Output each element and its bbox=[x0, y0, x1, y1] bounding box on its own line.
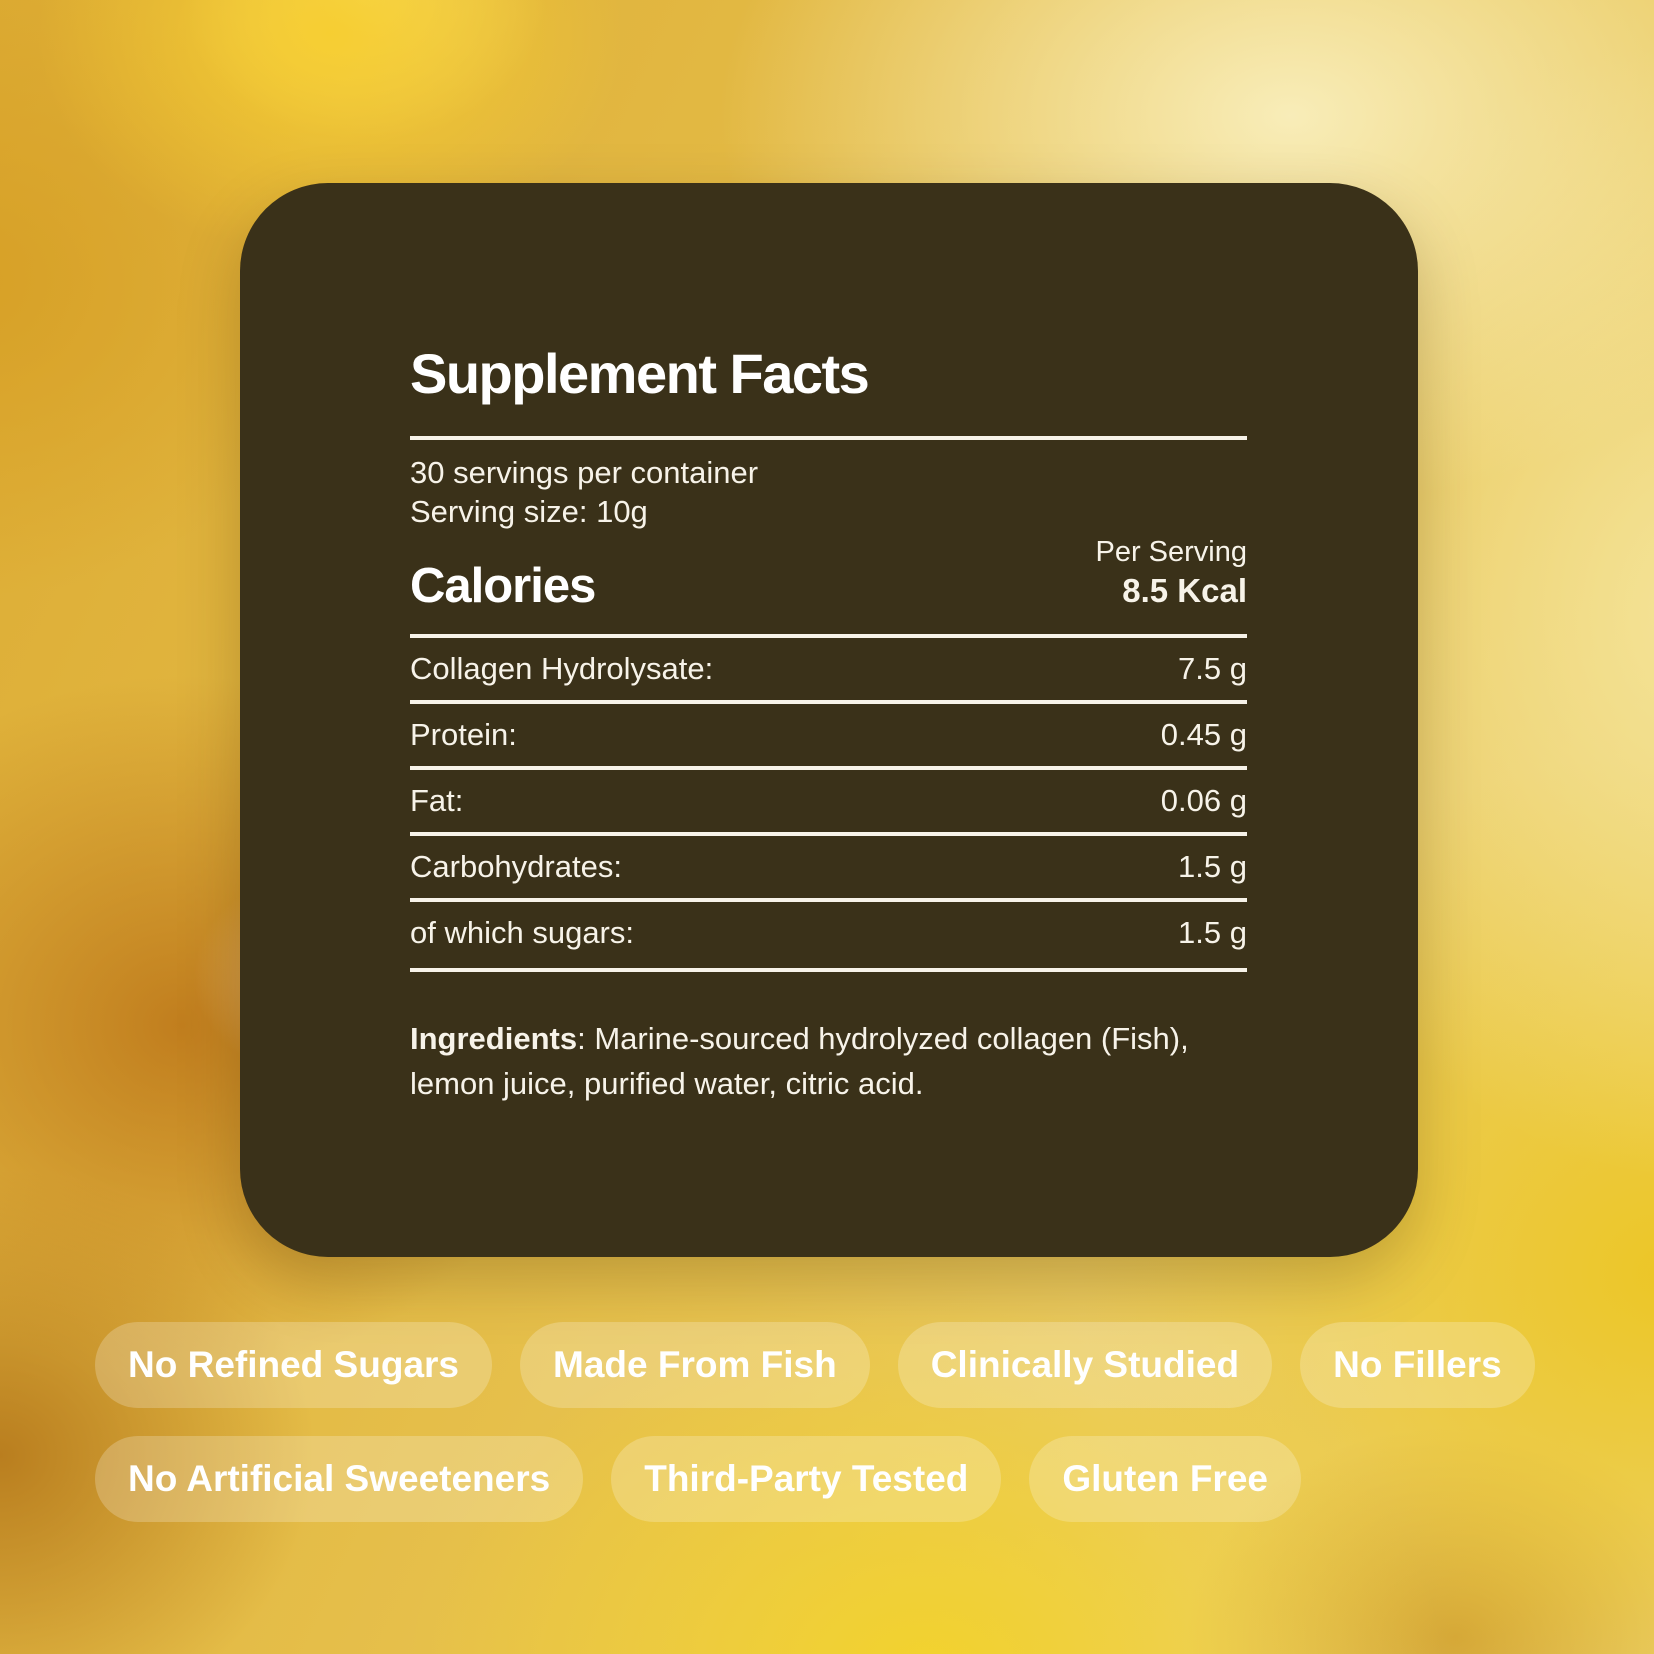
nutrition-table: Collagen Hydrolysate: 7.5 g Protein: 0.4… bbox=[410, 634, 1247, 972]
nutrient-value: 1.5 g bbox=[1178, 849, 1247, 884]
per-serving-label: Per Serving bbox=[1095, 536, 1247, 568]
calories-label: Calories bbox=[410, 559, 596, 613]
badge-no-artificial-sweeteners: No Artificial Sweeteners bbox=[95, 1436, 584, 1522]
title-divider bbox=[410, 436, 1247, 440]
nutrient-label: of which sugars: bbox=[410, 915, 634, 950]
ingredients-text: : Marine-sourced hydrolyzed collagen (Fi… bbox=[410, 1021, 1189, 1101]
feature-badges: No Refined Sugars Made From Fish Clinica… bbox=[95, 1322, 1595, 1522]
badge-no-refined-sugars: No Refined Sugars bbox=[95, 1322, 492, 1408]
table-row: Fat: 0.06 g bbox=[410, 770, 1247, 836]
badge-made-from-fish: Made From Fish bbox=[520, 1322, 870, 1408]
nutrient-value: 7.5 g bbox=[1178, 651, 1247, 686]
nutrient-label: Protein: bbox=[410, 717, 517, 752]
nutrient-label: Fat: bbox=[410, 783, 464, 818]
calories-value: 8.5 Kcal bbox=[1122, 572, 1247, 609]
badge-row-1: No Refined Sugars Made From Fish Clinica… bbox=[95, 1322, 1595, 1408]
nutrient-value: 0.06 g bbox=[1160, 783, 1247, 818]
badge-gluten-free: Gluten Free bbox=[1029, 1436, 1301, 1522]
table-row: Collagen Hydrolysate: 7.5 g bbox=[410, 638, 1247, 704]
nutrient-value: 0.45 g bbox=[1160, 717, 1247, 752]
panel-title: Supplement Facts bbox=[410, 342, 870, 405]
badge-third-party-tested: Third-Party Tested bbox=[611, 1436, 1002, 1522]
calories-row: Calories Per Serving 8.5 Kcal bbox=[410, 535, 1247, 612]
supplement-facts-panel: Supplement Facts 30 servings per contain… bbox=[240, 183, 1418, 1257]
badge-no-fillers: No Fillers bbox=[1300, 1322, 1535, 1408]
table-row: Carbohydrates: 1.5 g bbox=[410, 836, 1247, 902]
serving-size: Serving size: 10g bbox=[410, 494, 648, 529]
nutrient-label: Carbohydrates: bbox=[410, 849, 622, 884]
nutrient-label: Collagen Hydrolysate: bbox=[410, 651, 714, 686]
table-row: Protein: 0.45 g bbox=[410, 704, 1247, 770]
badge-row-2: No Artificial Sweeteners Third-Party Tes… bbox=[95, 1436, 1595, 1522]
badge-clinically-studied: Clinically Studied bbox=[897, 1322, 1273, 1408]
ingredients-paragraph: Ingredients: Marine-sourced hydrolyzed c… bbox=[410, 1016, 1247, 1106]
ingredients-label: Ingredients bbox=[410, 1021, 578, 1056]
table-row: of which sugars: 1.5 g bbox=[410, 902, 1247, 972]
nutrient-value: 1.5 g bbox=[1178, 915, 1247, 950]
servings-per-container: 30 servings per container bbox=[410, 455, 759, 490]
